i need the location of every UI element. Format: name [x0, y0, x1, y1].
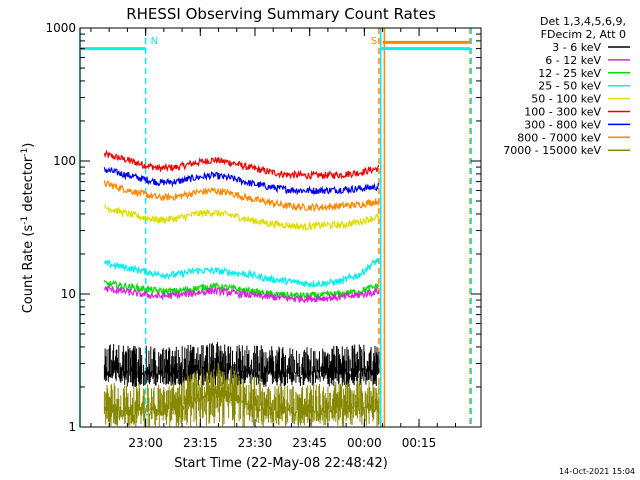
- series-trace-4: [103, 258, 380, 289]
- series-100-300keV: [103, 149, 380, 181]
- x-tick-label-5: 00:15: [402, 436, 437, 450]
- y-axis-label-end: ): [21, 143, 36, 148]
- series-trace-3: [103, 204, 380, 232]
- x-axis-label: Start Time (22-May-08 22:48:42): [174, 456, 388, 471]
- series-6-12keV: [103, 285, 380, 304]
- x-tick-label-4: 00:00: [347, 436, 382, 450]
- series-trace-1: [103, 166, 380, 196]
- x-tick-label-1: 23:15: [183, 436, 218, 450]
- legend-label-5: 100 - 300 keV: [524, 106, 601, 119]
- legend-label-7: 800 - 7000 keV: [517, 131, 601, 144]
- x-tick-label-2: 23:30: [238, 436, 273, 450]
- y-tick-label-2: 100: [53, 154, 76, 168]
- y-tick-label-1: 10: [61, 287, 76, 301]
- series-trace-6: [103, 285, 380, 304]
- y-axis-label-sup2: -1: [20, 148, 30, 157]
- legend-label-2: 12 - 25 keV: [538, 67, 601, 80]
- legend-label-6: 300 - 800 keV: [524, 118, 601, 131]
- plot-frame: [79, 27, 482, 428]
- chart-title: RHESSI Observing Summary Count Rates: [126, 5, 436, 23]
- marker-label-s: S: [371, 36, 377, 47]
- x-tick-label-0: 23:00: [128, 436, 163, 450]
- y-axis-label-mid: detector: [21, 156, 36, 216]
- y-axis-label-main: Count Rate (s: [21, 225, 36, 314]
- legend-label-3: 25 - 50 keV: [538, 80, 601, 93]
- legend-label-0: 3 - 6 keV: [552, 41, 601, 54]
- y-tick-label-3: 1000: [45, 21, 76, 35]
- series-trace-2: [103, 179, 380, 213]
- series-800-7000keV: [103, 179, 380, 213]
- series-trace-8: [103, 362, 380, 427]
- y-axis-label-sup1: -1: [20, 216, 30, 225]
- series-25-50keV: [103, 258, 380, 289]
- legend-header-line2: FDecim 2, Att 0: [541, 28, 626, 41]
- legend-label-4: 50 - 100 keV: [531, 93, 601, 106]
- y-axis-label: Count Rate (s-1 detector-1): [20, 143, 36, 314]
- legend-header-line1: Det 1,3,4,5,6,9,: [540, 15, 626, 28]
- series-trace-0: [103, 149, 380, 181]
- x-tick-label-3: 23:45: [292, 436, 327, 450]
- legend-label-1: 6 - 12 keV: [545, 54, 601, 67]
- series-300-800keV: [103, 166, 380, 196]
- footer-timestamp: 14-Oct-2021 15:04: [559, 467, 635, 476]
- marker-label-n: N: [151, 36, 158, 47]
- legend-label-8: 7000 - 15000 keV: [503, 144, 601, 157]
- series-50-100keV: [103, 204, 380, 232]
- y-tick-label-0: 1: [68, 420, 76, 434]
- axes: 23:00 23:15 23:30 23:45 00:00 00:15 1 10 100 1000: [45, 21, 481, 450]
- series-7000-15000keV: [103, 362, 380, 427]
- legend: Det 1,3,4,5,6,9, FDecim 2, Att 0 3 - 6 k…: [503, 15, 630, 157]
